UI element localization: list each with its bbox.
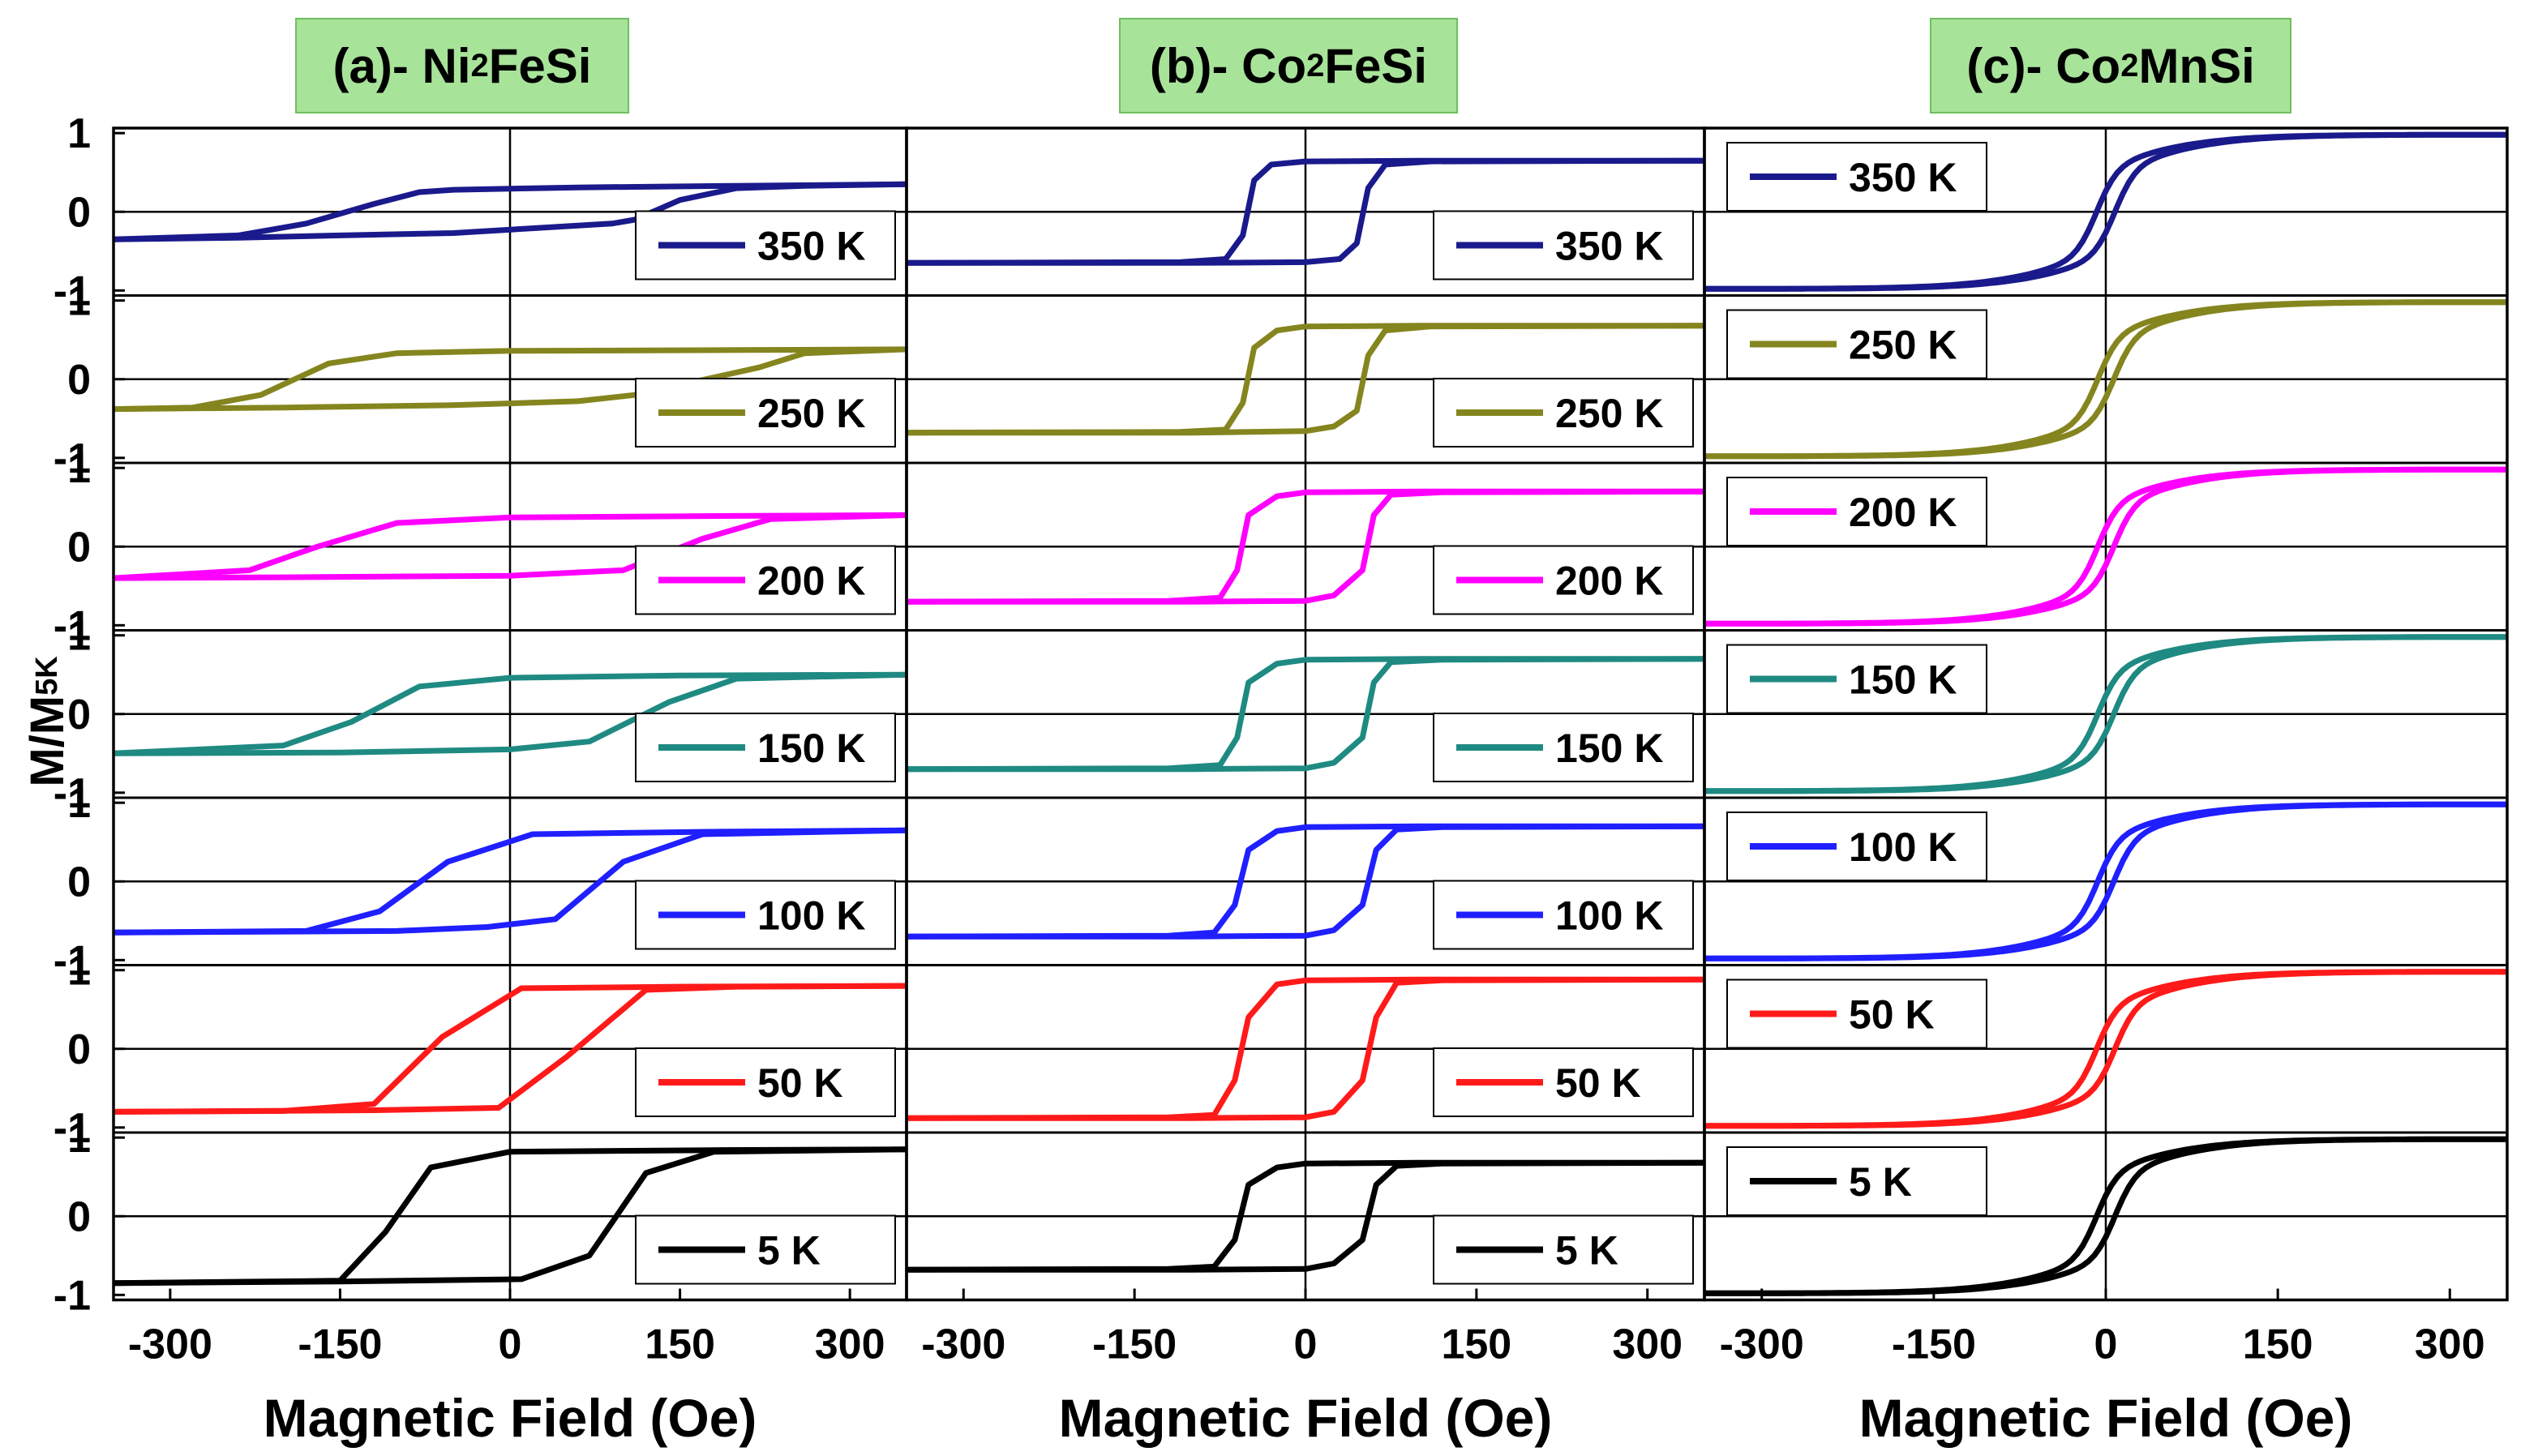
y-tick-label: -1: [54, 1272, 91, 1319]
panel-b-x-tick-label: 0: [1294, 1321, 1318, 1368]
panel-b-title-sub: 2: [1306, 47, 1325, 84]
legend-label: 250 K: [757, 391, 865, 436]
panel-a-x-tick-label: -150: [298, 1321, 382, 1368]
y-tick-label: 1: [67, 1115, 91, 1162]
panel-c-title-sub: 2: [2120, 47, 2139, 84]
panel-c-title-text: (c)- Co: [1966, 38, 2121, 93]
panel-a-title-sub: 2: [470, 47, 489, 84]
legend-label: 5 K: [757, 1228, 821, 1274]
legend-label: 350 K: [1555, 224, 1663, 269]
y-tick-label: 0: [67, 524, 91, 571]
panel-a-curve-down: [113, 346, 907, 413]
legend-label: 150 K: [757, 726, 865, 771]
panel-c-x-tick-label: 150: [2243, 1321, 2313, 1368]
panel-a-curve-down: [113, 181, 907, 242]
panel-b-curve-down: [906, 323, 1704, 436]
panel-b-title: (b)- Co 2 FeSi: [1119, 18, 1458, 113]
legend-label: 200 K: [1849, 490, 1957, 535]
legend-label: 150 K: [1849, 657, 1957, 703]
panel-c-curve-down: [1704, 299, 2507, 460]
panel-a-x-tick-label: 150: [645, 1321, 715, 1368]
legend-label: 150 K: [1555, 726, 1663, 771]
panel-c-curve-down: [1704, 634, 2507, 794]
panel-b-curve-down: [906, 1159, 1704, 1273]
legend-label: 100 K: [1849, 824, 1957, 870]
legend-label: 50 K: [757, 1060, 843, 1106]
legend-label: 350 K: [1849, 155, 1957, 200]
panel-a-title-text: (a)- Ni: [332, 38, 471, 93]
panel-b-x-tick-label: 300: [1612, 1321, 1683, 1368]
panel-b-x-tick-label: -300: [921, 1321, 1005, 1368]
panel-c-curve-down: [1704, 801, 2507, 961]
panel-b-curve-down: [906, 976, 1704, 1121]
panel-a-curve-down: [113, 1146, 907, 1287]
legend-label: 50 K: [1849, 992, 1935, 1038]
y-tick-label: 1: [67, 780, 91, 827]
panel-frame: [1703, 126, 2509, 1302]
panel-b-x-tick-label: 150: [1441, 1321, 1511, 1368]
y-tick-label: -1: [54, 770, 91, 817]
panel-a-curve-down: [113, 512, 907, 581]
panel-a-curve-up: [113, 512, 907, 581]
legend-label: 200 K: [1555, 559, 1663, 604]
panel-a-x-tick-label: 300: [815, 1321, 885, 1368]
panel-c-x-tick-label: 300: [2415, 1321, 2485, 1368]
panel-b-title-text: (b)- Co: [1149, 38, 1307, 93]
panel-c-x-tick-label: 0: [2094, 1321, 2118, 1368]
y-tick-label: -1: [54, 1105, 91, 1152]
panel-c-x-tick-label: -150: [1892, 1321, 1976, 1368]
panel-a-curve-up: [113, 346, 907, 413]
legend-label: 100 K: [1555, 893, 1663, 939]
panel-c-x-axis-label: Magnetic Field (Oe): [1859, 1388, 2353, 1448]
panel-a-curve-down: [113, 983, 907, 1115]
legend-label: 5 K: [1555, 1228, 1618, 1274]
y-tick-label: 0: [67, 357, 91, 404]
legend-label: 100 K: [757, 893, 865, 939]
panel-b-curve-down: [906, 488, 1704, 605]
legend-label: 5 K: [1849, 1159, 1912, 1205]
panel-b-x-tick-label: -150: [1092, 1321, 1177, 1368]
legend-label: 50 K: [1555, 1060, 1641, 1106]
y-tick-label: 1: [67, 948, 91, 995]
panel-a-curve-down: [113, 827, 907, 936]
panel-c-curve-down: [1704, 131, 2507, 292]
panel-b-curve-down: [906, 823, 1704, 940]
y-tick-label: 0: [67, 692, 91, 739]
y-tick-label: 1: [67, 110, 91, 157]
y-tick-label: 0: [67, 859, 91, 906]
panel-c-title-suffix: MnSi: [2138, 38, 2255, 93]
panel-b-curve-down: [906, 656, 1704, 773]
panel-a-curve-down: [113, 671, 907, 756]
legend-label: 350 K: [757, 224, 865, 269]
panel-a-x-tick-label: 0: [499, 1321, 522, 1368]
panel-a-title-suffix: FeSi: [488, 38, 592, 93]
panel-a-curve-up: [113, 671, 907, 756]
panel-b-title-suffix: FeSi: [1324, 38, 1428, 93]
legend-label: 200 K: [757, 559, 865, 604]
panel-a-x-tick-label: -300: [128, 1321, 212, 1368]
panel-a-title: (a)- Ni 2 FeSi: [295, 18, 629, 113]
y-tick-label: -1: [54, 268, 91, 315]
y-tick-label: 1: [67, 445, 91, 492]
panel-c-curve-down: [1704, 1136, 2507, 1296]
panel-c-curve-down: [1704, 466, 2507, 627]
y-tick-label: 0: [67, 1026, 91, 1073]
panel-c-title: (c)- Co 2 MnSi: [1930, 18, 2291, 113]
panel-b-curve-down: [906, 157, 1704, 266]
y-tick-label: 0: [67, 1193, 91, 1240]
y-tick-label: 1: [67, 278, 91, 325]
y-tick-label: -1: [54, 435, 91, 482]
panel-c-x-tick-label: -300: [1720, 1321, 1804, 1368]
panel-b-x-axis-label: Magnetic Field (Oe): [1059, 1388, 1553, 1448]
y-tick-label: -1: [54, 602, 91, 649]
panel-c-curve-down: [1704, 969, 2507, 1129]
y-tick-label: -1: [54, 937, 91, 984]
legend-label: 250 K: [1849, 323, 1957, 368]
y-tick-label: 1: [67, 613, 91, 660]
y-tick-label: 0: [67, 189, 91, 236]
legend-label: 250 K: [1555, 391, 1663, 436]
panel-a-x-axis-label: Magnetic Field (Oe): [264, 1388, 757, 1448]
